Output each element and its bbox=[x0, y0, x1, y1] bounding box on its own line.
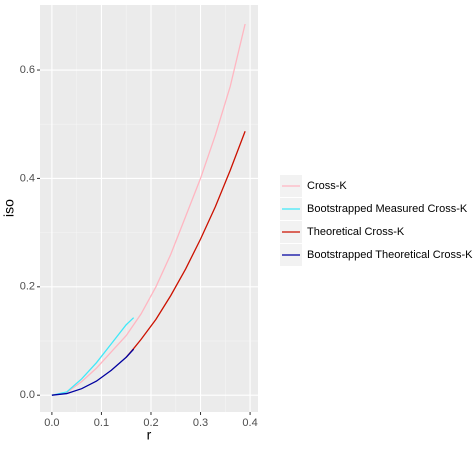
x-tick-label: 0.4 bbox=[242, 417, 257, 429]
legend-label: Bootstrapped Theoretical Cross-K bbox=[307, 249, 473, 261]
line bbox=[51, 23, 246, 396]
x-axis-label: r bbox=[147, 427, 152, 443]
y-tick-label: 0.6 bbox=[20, 64, 35, 76]
x-tick-label: 0.2 bbox=[143, 417, 158, 429]
y-tick-label: 0.4 bbox=[20, 172, 35, 184]
y-tick-label: 0.0 bbox=[20, 389, 35, 401]
legend-label: Cross-K bbox=[307, 180, 347, 192]
y-tick-label: 0.2 bbox=[20, 281, 35, 293]
line bbox=[125, 131, 246, 358]
line bbox=[51, 348, 135, 396]
x-tick-label: 0.0 bbox=[44, 417, 59, 429]
line bbox=[51, 317, 135, 396]
legend-label: Bootstrapped Measured Cross-K bbox=[307, 203, 468, 215]
x-tick-label: 0.3 bbox=[193, 417, 208, 429]
legend-label: Theoretical Cross-K bbox=[307, 226, 405, 238]
x-tick-label: 0.1 bbox=[94, 417, 109, 429]
panel bbox=[40, 5, 258, 412]
y-axis-label: iso bbox=[1, 199, 17, 217]
